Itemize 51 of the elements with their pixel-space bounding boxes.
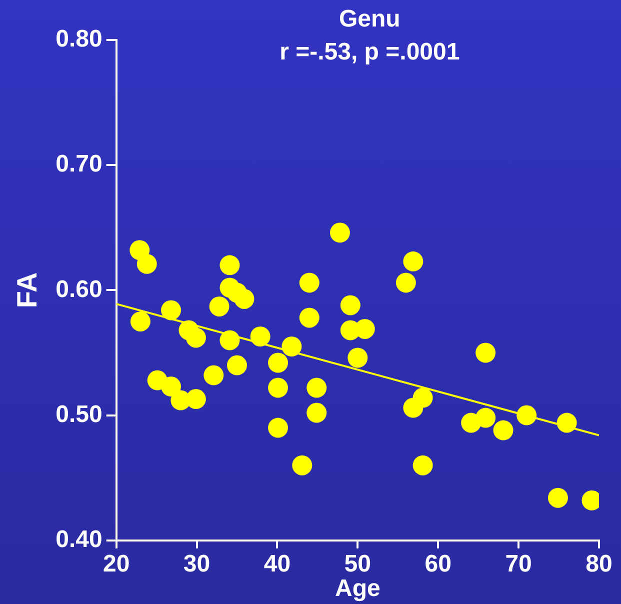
point — [130, 311, 150, 332]
chart-title: Genu — [338, 6, 400, 33]
x-tick-label: 50 — [344, 550, 372, 578]
point — [548, 488, 568, 508]
chart-subtitle: r =-.53, p =.0001 — [280, 38, 460, 66]
point — [186, 328, 206, 348]
point — [234, 288, 254, 309]
point — [306, 402, 327, 423]
point — [412, 455, 433, 476]
point — [268, 378, 288, 398]
y-tick-label: 0.50 — [56, 400, 102, 428]
x-tick-label: 80 — [586, 550, 612, 578]
point — [136, 254, 157, 274]
point — [204, 365, 224, 386]
point — [330, 222, 350, 243]
point — [161, 300, 182, 320]
point — [412, 388, 433, 408]
point — [340, 295, 360, 316]
point — [282, 336, 302, 356]
x-tick-label: 30 — [183, 550, 210, 578]
point — [299, 308, 320, 328]
point — [268, 352, 288, 373]
point — [268, 418, 288, 438]
point — [403, 251, 424, 272]
point — [516, 405, 537, 426]
x-tick-label: 70 — [505, 550, 532, 578]
point — [292, 455, 312, 476]
y-tick-label: 0.70 — [56, 150, 102, 178]
point — [161, 376, 182, 397]
point — [220, 330, 240, 350]
point — [306, 378, 327, 398]
y-axis-title: FA — [12, 272, 43, 308]
point — [556, 412, 577, 433]
point — [476, 408, 496, 428]
point — [209, 296, 230, 316]
x-tick-label: 20 — [102, 550, 130, 578]
point — [220, 255, 240, 276]
y-tick-label: 0.80 — [56, 26, 102, 53]
y-tick-label: 0.40 — [56, 526, 102, 554]
point — [186, 389, 206, 410]
y-tick-label: 0.60 — [56, 276, 102, 303]
x-tick-label: 40 — [264, 550, 291, 578]
point — [250, 326, 270, 346]
point — [226, 355, 247, 376]
point — [299, 272, 320, 293]
x-axis-title: Age — [334, 575, 380, 602]
x-tick-label: 60 — [424, 550, 452, 578]
point — [348, 348, 368, 368]
point — [476, 342, 496, 363]
point — [396, 272, 416, 293]
point — [493, 420, 514, 440]
